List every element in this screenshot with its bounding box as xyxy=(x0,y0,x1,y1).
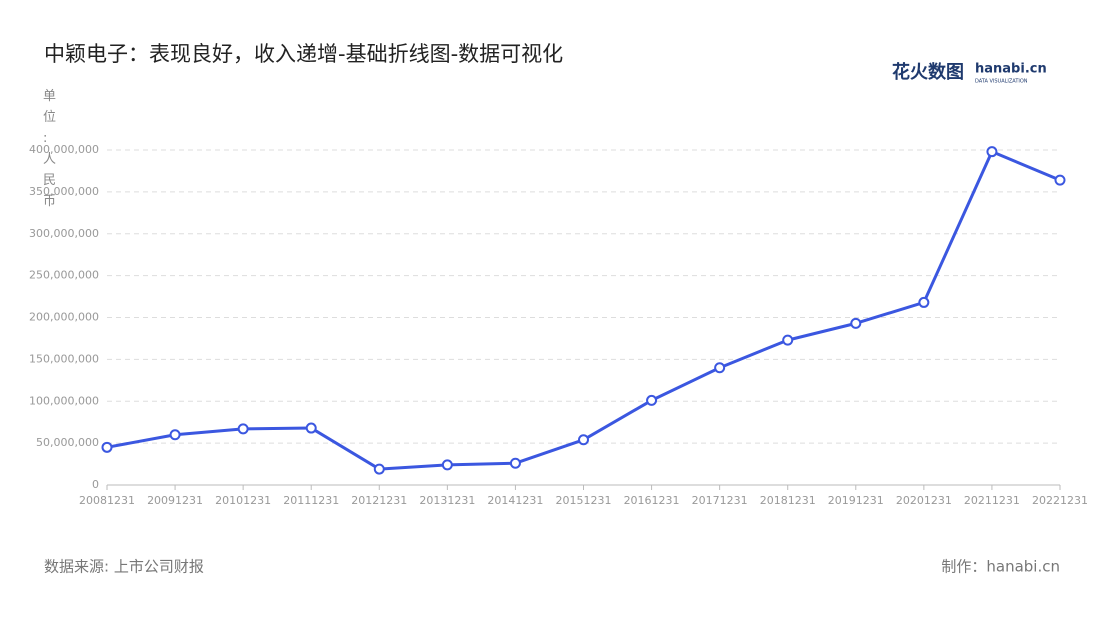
source: 数据来源: 上市公司财报 xyxy=(44,558,204,576)
x-tick-label: 20171231 xyxy=(692,494,748,507)
point xyxy=(782,334,794,346)
line xyxy=(106,150,1061,471)
y-tick-label: 150,000,000 xyxy=(29,352,99,365)
logo-name: 花火数图 xyxy=(892,61,964,83)
y-tick-label: 350,000,000 xyxy=(29,185,99,198)
x-tick-label: 20081231 xyxy=(79,494,135,507)
y-tick-label: 400,000,000 xyxy=(29,143,99,156)
logo-site: hanabi.cn xyxy=(975,62,1047,77)
x-tick-label: 20101231 xyxy=(215,494,271,507)
point xyxy=(1054,174,1066,186)
point xyxy=(237,423,249,435)
x-tick-label: 20181231 xyxy=(760,494,816,507)
x-tick-label: 20131231 xyxy=(419,494,475,507)
point xyxy=(373,463,385,475)
x-tick-label: 20191231 xyxy=(828,494,884,507)
point xyxy=(918,296,930,308)
y-tick-label: 200,000,000 xyxy=(29,311,99,324)
x-tick-label: 20211231 xyxy=(964,494,1020,507)
x-tick-label: 20121231 xyxy=(351,494,407,507)
y-tick-label: 300,000,000 xyxy=(29,227,99,240)
point xyxy=(509,457,521,469)
y-tick-label: 50,000,000 xyxy=(36,436,99,449)
y-tick-label: 250,000,000 xyxy=(29,269,99,282)
x-tick-label: 20111231 xyxy=(283,494,339,507)
chart-title: 中颖电子：表现良好，收入递增-基础折线图-数据可视化 xyxy=(44,42,563,66)
y-axis-label: 单位:人民币 xyxy=(43,89,57,209)
y-tick-label: 0 xyxy=(92,478,99,491)
point xyxy=(714,362,726,374)
point xyxy=(441,459,453,471)
y-tick-label: 100,000,000 xyxy=(29,394,99,407)
x-tick-label: 20201231 xyxy=(896,494,952,507)
x-tick-label: 20091231 xyxy=(147,494,203,507)
credit: 制作：hanabi.cn xyxy=(941,558,1060,576)
point xyxy=(986,146,998,158)
point xyxy=(169,429,181,441)
point xyxy=(850,317,862,329)
x-tick-label: 20141231 xyxy=(487,494,543,507)
point xyxy=(305,422,317,434)
x-tick-label: 20221231 xyxy=(1032,494,1088,507)
point xyxy=(578,434,589,446)
logo-tagline: DATA VISUALIZATION xyxy=(975,79,1028,85)
point xyxy=(101,441,113,453)
x-tick-label: 20161231 xyxy=(624,494,680,507)
x-tick-label: 20151231 xyxy=(556,494,612,507)
point xyxy=(646,394,658,406)
